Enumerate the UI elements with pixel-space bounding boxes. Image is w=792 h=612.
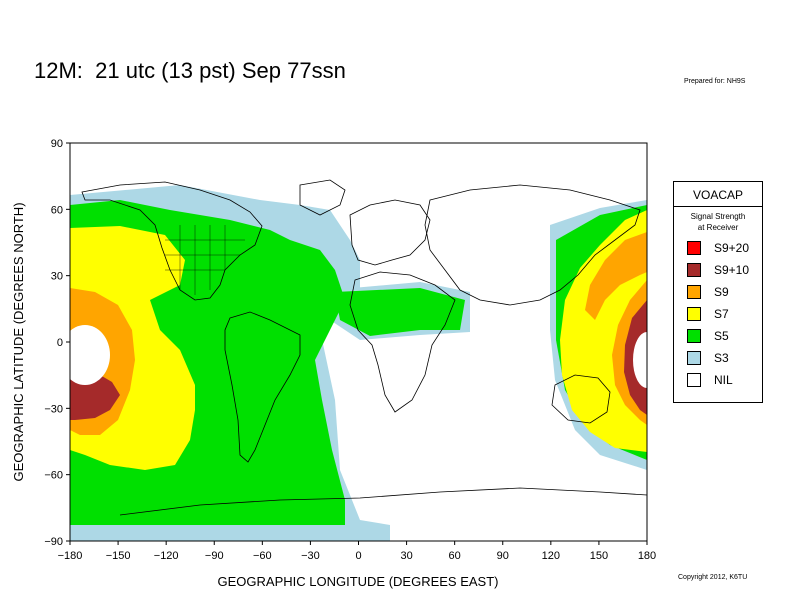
- x-tick-label: −150: [106, 550, 131, 562]
- legend-swatch: [687, 329, 701, 343]
- legend-item-nil: NIL: [674, 370, 762, 392]
- x-tick-label: 90: [497, 550, 509, 562]
- x-tick-label: 30: [400, 550, 412, 562]
- africa-outline: [349, 271, 456, 413]
- legend-label: S5: [714, 329, 729, 343]
- legend-item-s9: S9: [674, 282, 762, 304]
- signal-legend: VOACAP Signal Strength at Receiver S9+20…: [673, 181, 763, 403]
- x-axis-title: GEOGRAPHIC LONGITUDE (DEGREES EAST): [218, 574, 499, 589]
- legend-label: S9+10: [714, 263, 750, 277]
- legend-swatch: [687, 373, 701, 387]
- y-tick-label: 90: [51, 138, 63, 150]
- legend-item-s9plus10: S9+10: [674, 260, 762, 282]
- legend-swatch: [687, 351, 701, 365]
- x-axis-ticks: −180 −150 −120 −90 −60 −30 0 30 60 90 120 150 180: [58, 541, 656, 562]
- legend-swatch: [687, 241, 701, 255]
- x-tick-label: −30: [301, 550, 320, 562]
- coverage-nil-hole: [70, 325, 647, 388]
- copyright-label: Copyright 2012, K6TU: [678, 574, 748, 581]
- x-tick-label: −120: [154, 550, 179, 562]
- x-tick-label: 120: [542, 550, 560, 562]
- x-tick-label: −90: [205, 550, 224, 562]
- x-tick-label: 150: [590, 550, 608, 562]
- legend-label: S9+20: [714, 241, 750, 255]
- y-tick-label: 0: [57, 337, 63, 349]
- legend-item-s5: S5: [674, 326, 762, 348]
- legend-swatch: [687, 307, 701, 321]
- asia-outline: [424, 184, 641, 306]
- greenland-outline: [299, 179, 346, 216]
- map-plot-area: [70, 143, 647, 541]
- antarctica-outline: [119, 487, 647, 516]
- y-tick-label: 60: [51, 204, 63, 216]
- legend-subtitle-line1: Signal Strength: [690, 212, 746, 221]
- y-tick-label: −60: [44, 470, 63, 482]
- legend-label: NIL: [714, 373, 733, 387]
- legend-item-s7: S7: [674, 304, 762, 326]
- x-tick-label: 0: [355, 550, 361, 562]
- y-tick-label: −30: [44, 403, 63, 415]
- continent-outlines: [81, 179, 647, 516]
- legend-subtitle: Signal Strength at Receiver: [674, 207, 762, 233]
- x-tick-label: −180: [58, 550, 83, 562]
- x-tick-label: 60: [449, 550, 461, 562]
- y-axis-ticks: 90 60 30 0 −30 −60 −90: [44, 138, 70, 548]
- europe-outline: [349, 199, 431, 266]
- legend-swatch: [687, 285, 701, 299]
- legend-label: S9: [714, 285, 729, 299]
- legend-label: S7: [714, 307, 729, 321]
- page-title: 12M: 21 utc (13 pst) Sep 77ssn: [34, 58, 346, 83]
- legend-swatch: [687, 263, 701, 277]
- x-tick-label: 180: [638, 550, 656, 562]
- y-tick-label: 30: [51, 271, 63, 283]
- legend-title: VOACAP: [674, 182, 762, 207]
- x-tick-label: −60: [253, 550, 272, 562]
- north-america-outline: [81, 181, 263, 301]
- south-america-outline: [224, 311, 301, 463]
- legend-subtitle-line2: at Receiver: [697, 223, 739, 232]
- legend-label: S3: [714, 351, 729, 365]
- legend-items: S9+20 S9+10 S9 S7 S5 S3 NIL: [674, 233, 762, 392]
- australia-outline: [551, 374, 611, 424]
- legend-item-s3: S3: [674, 348, 762, 370]
- us-states-outline: [165, 225, 245, 295]
- y-axis-title: GEOGRAPHIC LATITUDE (DEGREES NORTH): [11, 202, 26, 481]
- y-tick-label: −90: [44, 536, 63, 548]
- prepared-for-label: Prepared for: NH9S: [684, 78, 746, 85]
- legend-item-s9plus20: S9+20: [674, 238, 762, 260]
